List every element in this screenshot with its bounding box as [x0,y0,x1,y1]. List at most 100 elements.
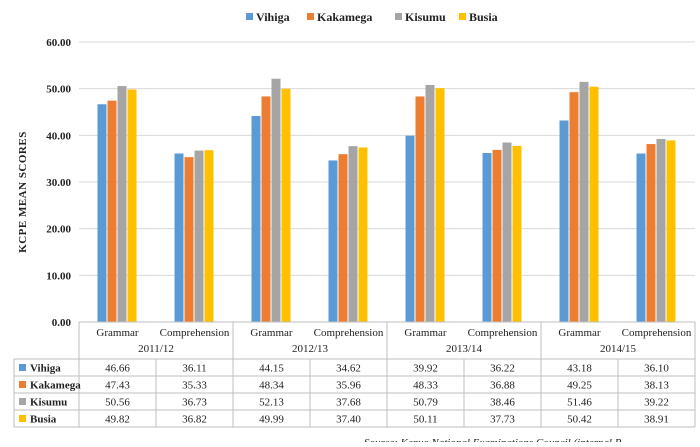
x-category-label: Comprehension [160,327,230,339]
bar-kisumu-2 [271,78,281,322]
bar-kakamega-1 [184,157,194,322]
bar-busia-2 [281,88,291,322]
x-category-label: Grammar [96,327,138,339]
x-category-label: Comprehension [468,327,538,339]
table-cell: 49.82 [105,414,130,426]
table-cell: 38.46 [490,397,515,409]
table-cell: 49.25 [567,380,592,392]
table-cell: 36.82 [182,414,207,426]
legend-label-busia: Busia [469,10,498,24]
bar-kakamega-2 [261,96,271,322]
y-tick-label: 10.00 [46,270,71,282]
table-cell: 35.96 [336,380,361,392]
bar-busia-7 [666,140,676,322]
legend-label-kisumu: Kisumu [405,10,446,24]
legend-label-vihiga: Vihiga [256,10,290,24]
bar-vihiga-5 [482,152,492,322]
y-axis-label: KCPE MEAN SCORES [17,131,29,253]
x-group-label: 2013/14 [446,343,483,355]
bar-vihiga-1 [174,153,184,322]
x-group-label: 2012/13 [292,343,329,355]
y-tick-label: 20.00 [46,224,71,236]
y-tick-label: 40.00 [46,130,71,142]
table-cell: 43.18 [567,363,592,375]
table-cell: 36.10 [644,363,669,375]
table-cell: 35.33 [182,380,207,392]
bar-vihiga-4 [405,135,415,322]
table-swatch-vihiga [19,364,26,371]
x-group-label: 2014/15 [600,343,637,355]
y-tick-label: 30.00 [46,177,71,189]
table-cell: 50.56 [105,397,130,409]
table-swatch-busia [19,415,26,422]
bar-vihiga-3 [328,160,338,322]
bar-busia-5 [512,145,522,322]
table-cell: 50.11 [413,414,437,426]
bar-kisumu-7 [656,138,666,322]
x-group-label: 2011/12 [138,343,174,355]
x-category-label: Comprehension [622,327,692,339]
table-cell: 48.33 [413,380,438,392]
bar-vihiga-2 [251,115,261,322]
bar-kakamega-6 [569,92,579,323]
table-cell: 50.42 [567,414,592,426]
bar-busia-1 [204,150,214,322]
bar-kakamega-7 [646,144,656,322]
table-cell: 36.22 [490,363,515,375]
x-category-label: Grammar [404,327,446,339]
bar-vihiga-0 [97,104,107,323]
bar-busia-4 [435,88,445,322]
source-note: Source: Kenya National Examinations Coun… [364,437,622,442]
x-category-label: Grammar [250,327,292,339]
table-cell: 34.62 [336,363,361,375]
table-cell: 49.99 [259,414,284,426]
x-category-label: Grammar [558,327,600,339]
table-row-label-kisumu: Kisumu [30,397,67,409]
bar-kakamega-5 [492,149,502,322]
bar-vihiga-6 [559,120,569,322]
table-cell: 36.88 [490,380,515,392]
bar-kisumu-6 [579,81,589,322]
table-row-label-vihiga: Vihiga [30,363,61,375]
table-cell: 47.43 [105,380,130,392]
bar-kisumu-0 [117,86,127,322]
table-cell: 37.40 [336,414,361,426]
bar-vihiga-7 [636,153,646,322]
table-cell: 37.73 [490,414,515,426]
bar-busia-6 [589,86,599,322]
table-cell: 38.13 [644,380,669,392]
table-cell: 38.91 [644,414,669,426]
table-cell: 37.68 [336,397,361,409]
legend-swatch-busia [459,13,466,20]
bar-kisumu-4 [425,84,435,322]
bar-kakamega-3 [338,154,348,322]
legend-swatch-kisumu [395,13,402,20]
y-tick-label: 0.00 [52,317,72,329]
bar-kakamega-0 [107,100,117,322]
table-cell: 48.34 [259,380,284,392]
bar-busia-3 [358,147,368,322]
table-swatch-kakamega [19,381,26,388]
table-cell: 44.15 [259,363,284,375]
bar-busia-0 [127,89,137,322]
table-cell: 46.66 [105,363,130,375]
y-tick-label: 60.00 [46,37,71,49]
table-cell: 52.13 [259,397,284,409]
bar-kakamega-4 [415,96,425,323]
table-row-label-kakamega: Kakamega [30,380,81,392]
table-cell: 39.92 [413,363,438,375]
x-category-label: Comprehension [314,327,384,339]
table-cell: 36.11 [182,363,206,375]
legend-label-kakamega: Kakamega [317,10,372,24]
bar-kisumu-1 [194,150,204,322]
table-cell: 51.46 [567,397,592,409]
table-cell: 50.79 [413,397,438,409]
bar-kisumu-5 [502,142,512,322]
y-tick-label: 50.00 [46,84,71,96]
table-row-label-busia: Busia [30,414,57,426]
table-cell: 36.73 [182,397,207,409]
legend-swatch-kakamega [307,13,314,20]
table-cell: 39.22 [644,397,669,409]
